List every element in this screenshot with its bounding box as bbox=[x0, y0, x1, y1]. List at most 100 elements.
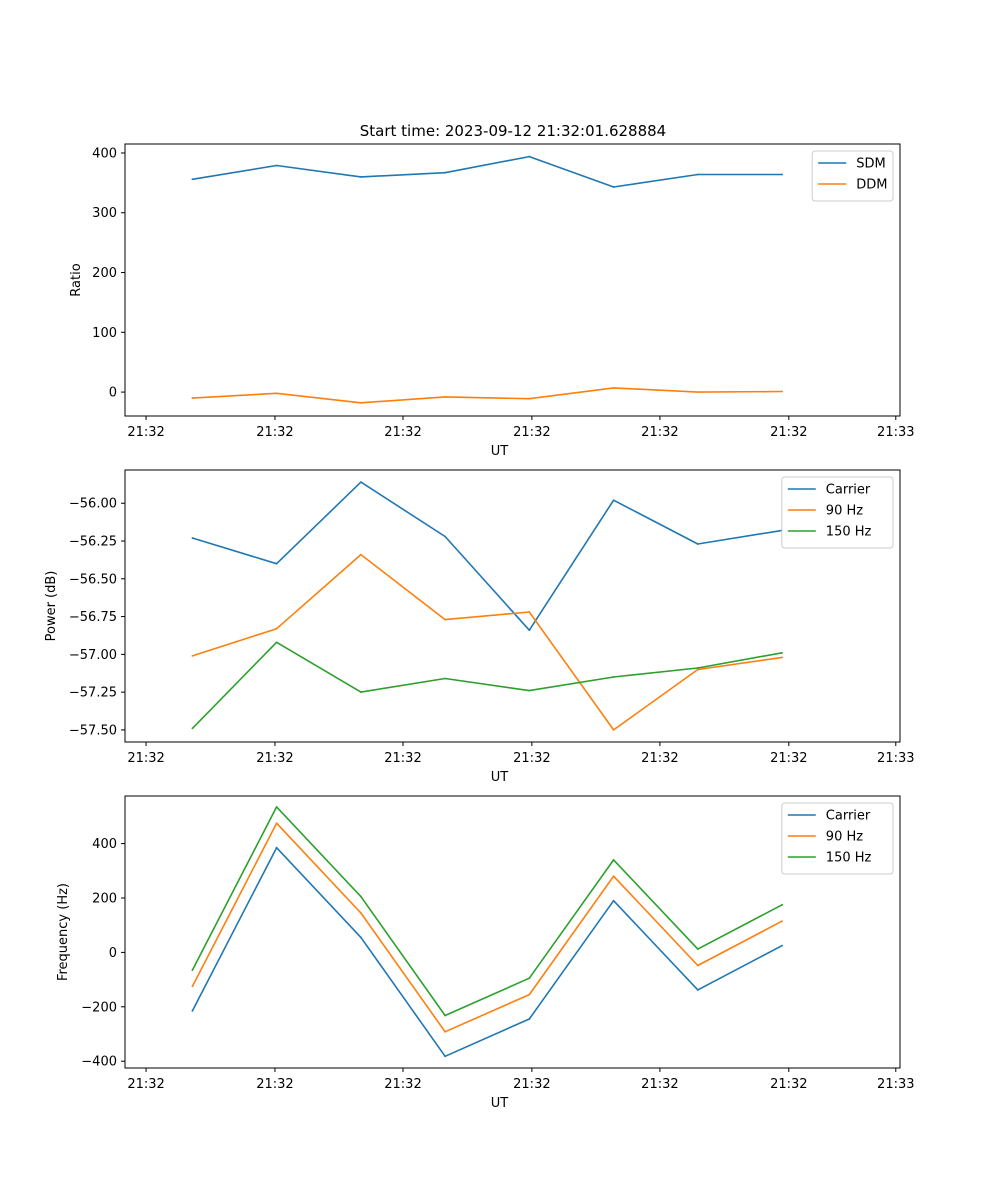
y-tick-label: 200 bbox=[92, 266, 117, 281]
y-tick-label: 300 bbox=[92, 206, 117, 221]
data-point bbox=[781, 920, 783, 923]
data-point bbox=[444, 677, 447, 680]
data-point bbox=[696, 948, 699, 951]
plots-container: 21:32 21:32 21:32 21:32 21:32 21:32 21:33 0 100 2… bbox=[44, 143, 915, 1111]
data-point bbox=[696, 391, 699, 393]
data-point bbox=[191, 985, 194, 988]
data-point bbox=[359, 895, 362, 898]
data-point bbox=[696, 173, 699, 176]
data-point bbox=[444, 1030, 447, 1033]
subplot-3: 21:32 21:32 21:32 21:32 21:32 21:32 21:33 −400 −… bbox=[56, 795, 915, 1111]
data-point bbox=[696, 989, 699, 991]
data-point bbox=[444, 395, 447, 398]
x-axis-label: UT bbox=[491, 770, 509, 785]
data-point bbox=[275, 392, 278, 395]
x-tick-label: 21:32 bbox=[256, 425, 293, 440]
x-tick-label: 21:32 bbox=[641, 1077, 678, 1092]
data-point bbox=[612, 875, 615, 878]
legend-label: 90 Hz bbox=[826, 830, 863, 845]
y-tick-label: −400 bbox=[81, 1055, 117, 1070]
x-tick-label: 21:32 bbox=[384, 425, 421, 440]
data-point bbox=[528, 993, 531, 996]
x-tick-label: 21:32 bbox=[770, 425, 807, 440]
data-point bbox=[612, 859, 615, 861]
data-point bbox=[612, 899, 615, 902]
data-point bbox=[528, 689, 531, 692]
data-point bbox=[444, 535, 447, 538]
legend: SDM DDM bbox=[811, 150, 894, 202]
data-point bbox=[696, 667, 699, 669]
data-point bbox=[528, 629, 531, 632]
data-point bbox=[191, 727, 194, 730]
x-tick-label: 21:32 bbox=[127, 751, 164, 766]
x-tick-label: 21:32 bbox=[513, 751, 550, 766]
data-point bbox=[612, 499, 615, 502]
data-point bbox=[528, 1018, 531, 1020]
data-point bbox=[781, 390, 783, 393]
series-line-carrier bbox=[192, 481, 783, 632]
data-point bbox=[696, 543, 699, 545]
series-line-ddm bbox=[192, 387, 783, 404]
data-point bbox=[359, 912, 362, 914]
data-point bbox=[191, 537, 194, 539]
legend-label: Carrier bbox=[826, 483, 871, 498]
x-tick-label: 21:32 bbox=[770, 751, 807, 766]
data-point bbox=[781, 173, 783, 176]
data-point bbox=[444, 1014, 447, 1017]
y-tick-label: −57.50 bbox=[69, 723, 117, 738]
subplot-1: 21:32 21:32 21:32 21:32 21:32 21:32 21:33 0 100 2… bbox=[69, 143, 915, 459]
x-tick-label: 21:32 bbox=[513, 425, 550, 440]
x-tick-label: 21:33 bbox=[877, 1077, 914, 1092]
x-tick-label: 21:32 bbox=[384, 751, 421, 766]
subplot-2: 21:32 21:32 21:32 21:32 21:32 21:32 21:33 −57.5… bbox=[44, 469, 915, 785]
data-point bbox=[275, 562, 278, 565]
data-point bbox=[781, 656, 783, 659]
data-point bbox=[275, 846, 278, 849]
data-point bbox=[191, 654, 194, 657]
data-point bbox=[275, 164, 278, 167]
y-tick-label: 0 bbox=[109, 386, 117, 401]
y-tick-label: 0 bbox=[109, 946, 117, 961]
x-tick-label: 21:32 bbox=[513, 1077, 550, 1092]
x-tick-label: 21:32 bbox=[256, 1077, 293, 1092]
series-line-150-hz bbox=[191, 806, 783, 1017]
series-line-sdm bbox=[192, 155, 783, 188]
legend-label: DDM bbox=[856, 178, 887, 193]
data-point bbox=[359, 175, 362, 178]
data-point bbox=[359, 691, 362, 694]
data-point bbox=[275, 641, 278, 644]
data-point bbox=[275, 822, 278, 825]
axes-frame bbox=[124, 469, 901, 743]
series-line-carrier bbox=[191, 846, 783, 1058]
x-tick-label: 21:32 bbox=[127, 425, 164, 440]
data-point bbox=[781, 903, 783, 906]
legend: Carrier 90 Hz 150 Hz bbox=[781, 476, 894, 549]
legend-label: SDM bbox=[856, 157, 885, 172]
y-tick-label: 200 bbox=[92, 892, 117, 907]
data-point bbox=[359, 481, 362, 483]
series-line-150-hz bbox=[191, 641, 783, 729]
data-point bbox=[612, 387, 615, 389]
data-point bbox=[781, 651, 783, 654]
axes-frame bbox=[124, 143, 901, 417]
y-tick-label: −56.25 bbox=[69, 535, 117, 550]
data-point bbox=[191, 1009, 194, 1012]
data-point bbox=[359, 936, 362, 939]
x-tick-label: 21:32 bbox=[256, 751, 293, 766]
data-point bbox=[612, 676, 615, 678]
y-axis-label: Power (dB) bbox=[44, 571, 59, 642]
data-point bbox=[444, 1055, 447, 1058]
y-axis-label: Frequency (Hz) bbox=[56, 883, 71, 981]
legend: Carrier 90 Hz 150 Hz bbox=[781, 802, 894, 875]
data-point bbox=[275, 627, 278, 630]
data-point bbox=[781, 944, 783, 947]
y-tick-label: −200 bbox=[81, 1000, 117, 1015]
axes-frame bbox=[124, 795, 901, 1069]
data-point bbox=[528, 397, 531, 400]
data-point bbox=[359, 553, 362, 556]
data-point bbox=[191, 969, 194, 971]
x-tick-label: 21:32 bbox=[641, 425, 678, 440]
y-axis-label: Ratio bbox=[69, 263, 84, 296]
y-tick-label: 400 bbox=[92, 146, 117, 161]
legend-label: Carrier bbox=[826, 809, 871, 824]
